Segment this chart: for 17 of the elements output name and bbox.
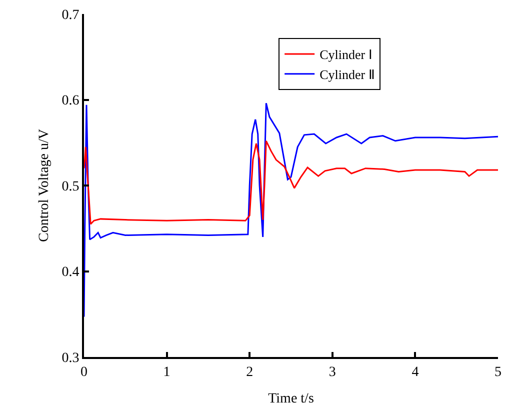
y-axis-title: Control Voltage u/V — [36, 128, 52, 242]
legend-label: Cylinder Ⅱ — [320, 66, 374, 82]
legend-label: Cylinder Ⅰ — [320, 47, 372, 62]
line-series — [84, 102, 498, 318]
y-tick-label: 0.4 — [62, 265, 80, 280]
x-tick-label: 4 — [412, 364, 419, 380]
line-series — [84, 140, 498, 225]
x-axis-title: Time t/s — [268, 392, 314, 407]
x-tick-label: 1 — [163, 364, 170, 380]
x-tick-label: 3 — [328, 364, 336, 380]
y-tick-label: 0.5 — [62, 179, 80, 194]
y-tick-label: 0.3 — [62, 350, 80, 366]
y-tick-label: 0.7 — [62, 8, 80, 23]
x-tick-label: 0 — [80, 364, 88, 380]
x-tick-label: 2 — [246, 364, 254, 380]
y-tick-label: 0.6 — [62, 94, 80, 109]
x-tick-label: 5 — [494, 364, 502, 380]
